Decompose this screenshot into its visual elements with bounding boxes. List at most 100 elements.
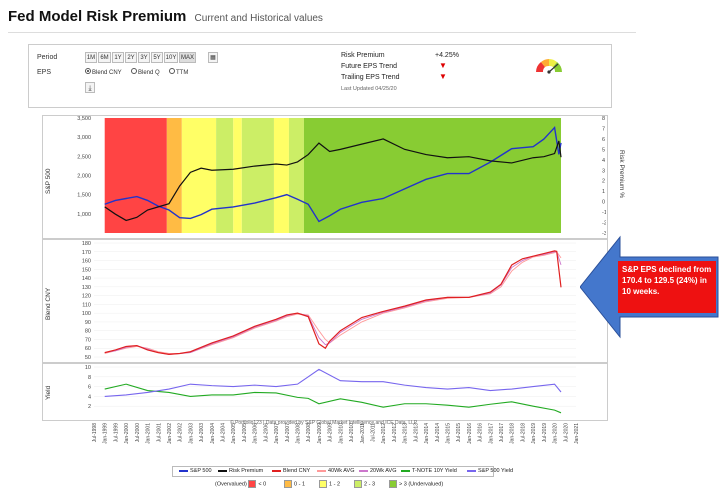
risk-premium-tick-label: 1 xyxy=(602,189,605,195)
blend-cny-tick-label: 170 xyxy=(82,250,91,256)
period-button-3y[interactable]: 3Y xyxy=(138,52,150,63)
period-button-10y[interactable]: 10Y xyxy=(164,52,178,63)
series-legend: S&P 500 Risk Premium Blend CNY 40Wk AVG 20Wk… xyxy=(172,466,513,477)
risk-premium-tick-label: 7 xyxy=(602,126,605,132)
x-tick-label: Jul-2003 xyxy=(199,423,205,442)
period-button-max[interactable]: MAX xyxy=(179,52,196,63)
period-button-2y[interactable]: 2Y xyxy=(125,52,137,63)
zone-swatch xyxy=(319,480,327,488)
x-tick-label: Jan-2011 xyxy=(360,423,366,444)
x-tick-label: Jan-2001 xyxy=(146,423,152,444)
period-button-1y[interactable]: 1Y xyxy=(112,52,124,63)
sp500-tick-label: 2,000 xyxy=(77,174,91,180)
future-eps-trend-label: Future EPS Trend xyxy=(341,63,398,70)
risk-premium-tick-label: -2 xyxy=(602,221,606,227)
period-button-5y[interactable]: 5Y xyxy=(151,52,163,63)
legend-label: S&P 500 Yield xyxy=(478,468,514,474)
legend-item[interactable]: S&P 500 Yield xyxy=(467,468,513,474)
eps-label: EPS xyxy=(37,69,52,76)
data-credit: © Portfolio123 | Data provided by S&P Gl… xyxy=(230,420,418,426)
sp500-yield-line xyxy=(104,368,562,397)
x-tick-label: Jan-2020 xyxy=(553,423,559,444)
x-tick-label: Jan-2006 xyxy=(253,423,259,444)
sp500-tick-label: 1,000 xyxy=(77,212,91,218)
calendar-icon[interactable]: ▦ xyxy=(208,52,218,63)
callout-text: S&P EPS declined from 170.4 to 129.5 (24… xyxy=(618,261,716,313)
x-tick-label: Jul-2000 xyxy=(135,423,141,442)
legend-item[interactable]: 20Wk AVG xyxy=(359,468,397,474)
eps-option-blend-q[interactable]: Blend Q xyxy=(131,68,160,78)
risk-premium-axis-title: Risk Premium % xyxy=(618,150,625,199)
x-tick-label: Jan-2019 xyxy=(531,423,537,444)
yield-tick-label: 4 xyxy=(88,394,91,400)
x-tick-label: Jan-2009 xyxy=(317,423,323,444)
x-tick-label: Jul-2005 xyxy=(242,423,248,442)
period-label: Period xyxy=(37,54,58,61)
legend-item[interactable]: Risk Premium xyxy=(218,468,263,474)
page-subtitle: Current and Historical values xyxy=(194,13,323,24)
blend-cny-tick-label: 160 xyxy=(82,259,91,265)
zone-swatch xyxy=(389,480,397,488)
zone-legend-item: 1 - 2 xyxy=(319,480,340,488)
x-tick-label: Jul-2006 xyxy=(263,423,269,442)
period-button-6m[interactable]: 6M xyxy=(98,52,111,63)
valuation-zone-band xyxy=(166,118,182,233)
sp500-tick-label: 3,500 xyxy=(77,116,91,122)
radio-icon xyxy=(169,68,175,75)
legend-swatch xyxy=(317,469,326,472)
yield-tick-label: 8 xyxy=(88,375,91,381)
x-tick-label: Jan-2018 xyxy=(510,423,516,444)
legend-swatch xyxy=(359,469,368,472)
x-tick-label: Jan-2003 xyxy=(188,423,194,444)
header-divider xyxy=(8,32,636,33)
sp500-tick-label: 1,500 xyxy=(77,193,91,199)
risk-premium-tick-label: 0 xyxy=(602,200,605,206)
chart1-svg: 3,500 3,000 2,500 2,000 1,500 1,000 8 7 6 5 4 3 2 1 0 -… xyxy=(77,116,606,237)
legend-item[interactable]: 40Wk AVG xyxy=(317,468,355,474)
arrow-down-icon: ▼ xyxy=(439,61,447,70)
eps-option-label: Blend CNY xyxy=(92,70,122,76)
x-tick-label: Jan-2014 xyxy=(424,423,430,444)
legend-label: S&P 500 xyxy=(190,468,212,474)
legend-label: 20Wk AVG xyxy=(370,468,397,474)
legend-item[interactable]: S&P 500 xyxy=(179,468,212,474)
zone-swatch xyxy=(284,480,292,488)
risk-premium-tick-label: 3 xyxy=(602,168,605,174)
zone-label: < 0 xyxy=(258,481,267,488)
zone-swatch xyxy=(248,480,257,488)
period-button-1m[interactable]: 1M xyxy=(85,52,97,63)
yield-tick-label: 2 xyxy=(88,404,91,410)
valuation-zone-band xyxy=(104,118,167,233)
risk-premium-tick-label: 5 xyxy=(602,147,605,153)
radio-icon xyxy=(131,68,137,75)
x-tick-label: Jul-2009 xyxy=(328,423,334,442)
risk-premium-tick-label: 2 xyxy=(602,179,605,185)
zone-label: 0 - 1 xyxy=(294,481,306,488)
zone-swatch xyxy=(354,480,362,488)
x-tick-label: Jul-2020 xyxy=(563,423,569,442)
x-tick-label: Jan-1999 xyxy=(103,423,109,444)
x-tick-label: Jul-2001 xyxy=(156,423,162,442)
valuation-zone-band xyxy=(288,118,304,233)
x-tick-label: Jan-2007 xyxy=(274,423,280,444)
blend-cny-tick-label: 140 xyxy=(82,276,91,282)
valuation-zone-band xyxy=(241,118,274,233)
eps-option-ttm[interactable]: TTM xyxy=(169,68,188,78)
legend-item[interactable]: Blend CNY xyxy=(272,468,310,474)
x-tick-label: Jul-2004 xyxy=(221,423,227,442)
yield-tick-label: 10 xyxy=(85,365,91,371)
x-tick-label: Jul-2019 xyxy=(542,423,548,442)
sp500-tick-label: 2,500 xyxy=(77,154,91,160)
x-tick-label: Jul-2017 xyxy=(499,423,505,442)
eps-option-blend-cny[interactable]: Blend CNY xyxy=(85,68,122,78)
legend-swatch xyxy=(401,469,410,472)
zone-legend: (Overvalued) < 0 0 - 1 1 - 2 2 - 3 > 3 (Unde… xyxy=(215,480,455,489)
download-icon[interactable]: ⤓ xyxy=(85,82,95,93)
legend-label: Risk Premium xyxy=(229,468,264,474)
x-tick-label: Jul-2018 xyxy=(520,423,526,442)
x-tick-label: Jul-1999 xyxy=(113,423,119,442)
eps-option-label: Blend Q xyxy=(138,70,160,76)
blend-cny-tick-label: 150 xyxy=(82,267,91,273)
legend-item[interactable]: T-NOTE 10Y Yield xyxy=(401,468,457,474)
risk-premium-tick-label: -1 xyxy=(602,210,606,216)
